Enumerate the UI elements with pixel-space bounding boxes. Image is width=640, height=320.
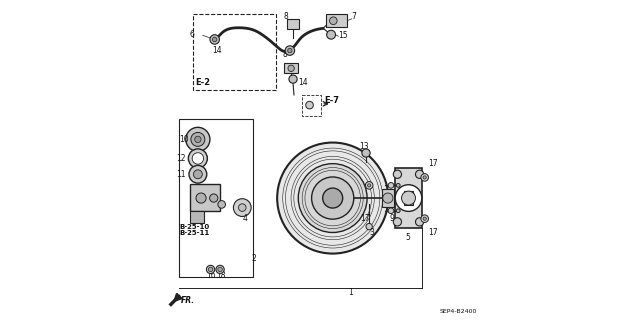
Circle shape <box>216 265 224 274</box>
Circle shape <box>189 165 207 183</box>
Circle shape <box>388 182 394 188</box>
Text: 3: 3 <box>369 228 374 237</box>
Circle shape <box>207 265 214 274</box>
Circle shape <box>423 217 426 220</box>
Text: 17: 17 <box>429 159 438 168</box>
Circle shape <box>393 170 401 178</box>
Circle shape <box>306 101 314 109</box>
Bar <box>190 184 220 211</box>
Text: 8: 8 <box>282 50 287 59</box>
Circle shape <box>192 153 204 164</box>
Text: 4: 4 <box>243 214 248 223</box>
Circle shape <box>323 188 342 208</box>
Circle shape <box>298 164 367 233</box>
Circle shape <box>234 199 251 216</box>
Text: E-7: E-7 <box>324 96 339 105</box>
Circle shape <box>285 46 294 55</box>
Text: 1: 1 <box>348 288 353 297</box>
Bar <box>301 95 321 116</box>
Text: 14: 14 <box>298 78 307 87</box>
Circle shape <box>196 193 206 203</box>
Bar <box>190 211 204 223</box>
Bar <box>287 19 299 29</box>
Circle shape <box>395 185 422 212</box>
Circle shape <box>365 181 373 189</box>
Circle shape <box>218 201 225 208</box>
Circle shape <box>396 183 400 187</box>
Circle shape <box>415 218 424 226</box>
Circle shape <box>330 17 337 25</box>
Circle shape <box>415 170 424 178</box>
Circle shape <box>210 35 220 44</box>
Circle shape <box>186 127 210 151</box>
Text: 6: 6 <box>189 30 194 39</box>
Circle shape <box>393 218 401 226</box>
Circle shape <box>277 142 388 253</box>
Circle shape <box>388 208 394 214</box>
Text: 2: 2 <box>252 254 257 263</box>
Circle shape <box>366 223 372 230</box>
Circle shape <box>312 177 354 219</box>
Circle shape <box>421 174 429 181</box>
Text: 16: 16 <box>205 271 216 280</box>
Text: 11: 11 <box>177 170 186 179</box>
Text: 5: 5 <box>406 233 411 242</box>
Circle shape <box>209 267 212 272</box>
Text: 15: 15 <box>339 31 348 40</box>
Bar <box>382 189 394 207</box>
Circle shape <box>239 204 246 212</box>
Bar <box>284 63 298 73</box>
Circle shape <box>288 65 294 71</box>
Text: FR.: FR. <box>181 296 195 305</box>
Circle shape <box>212 37 217 42</box>
Text: E-2: E-2 <box>195 78 211 87</box>
Bar <box>404 191 413 205</box>
Bar <box>326 14 347 28</box>
Circle shape <box>210 194 218 202</box>
Text: 9: 9 <box>390 214 394 223</box>
Circle shape <box>421 215 429 222</box>
Circle shape <box>367 184 371 187</box>
Text: 7: 7 <box>352 12 356 21</box>
Circle shape <box>289 75 297 83</box>
Circle shape <box>362 149 370 157</box>
Text: 14: 14 <box>212 46 221 55</box>
Circle shape <box>326 30 335 39</box>
Circle shape <box>423 176 426 179</box>
Circle shape <box>191 132 205 146</box>
Circle shape <box>401 191 415 205</box>
Text: 17: 17 <box>429 228 438 237</box>
Bar <box>193 14 276 90</box>
Circle shape <box>195 136 201 142</box>
Text: 18: 18 <box>216 271 226 280</box>
Text: 8: 8 <box>284 12 289 21</box>
Circle shape <box>193 170 202 179</box>
Circle shape <box>287 48 292 53</box>
Circle shape <box>383 193 393 203</box>
Bar <box>179 119 253 277</box>
Text: B-25-10: B-25-10 <box>179 224 210 230</box>
Text: B-25-11: B-25-11 <box>179 230 210 236</box>
Text: SEP4-B2400: SEP4-B2400 <box>440 309 477 314</box>
Bar <box>394 168 422 228</box>
Text: 12: 12 <box>177 154 186 163</box>
Text: 10: 10 <box>180 135 189 144</box>
Text: 13: 13 <box>359 142 369 151</box>
Circle shape <box>396 209 400 213</box>
Circle shape <box>188 149 207 168</box>
Text: 17: 17 <box>360 214 370 223</box>
Circle shape <box>218 267 222 272</box>
